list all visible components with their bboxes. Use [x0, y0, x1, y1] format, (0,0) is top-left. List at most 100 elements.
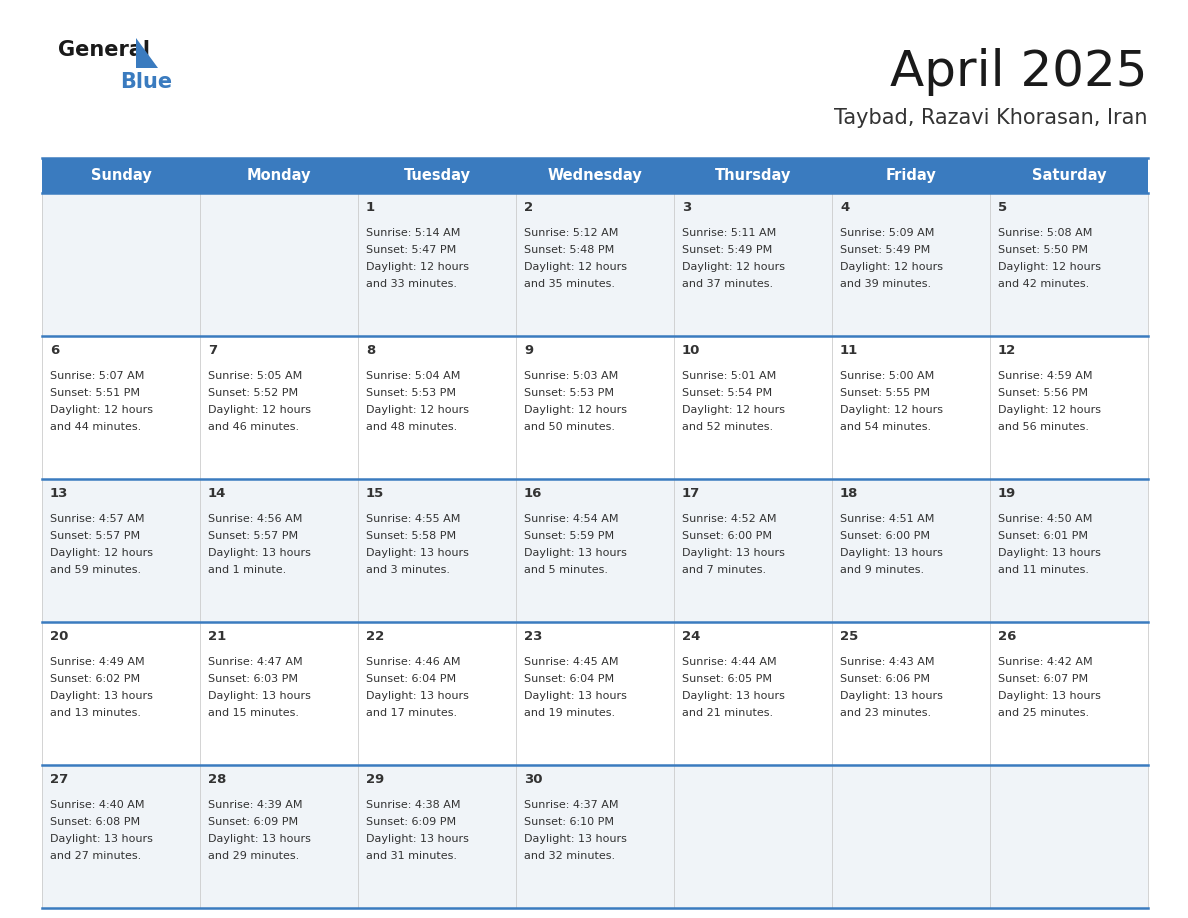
Text: and 29 minutes.: and 29 minutes.	[208, 851, 299, 861]
Text: and 15 minutes.: and 15 minutes.	[208, 708, 299, 718]
Text: Sunset: 5:58 PM: Sunset: 5:58 PM	[366, 532, 456, 542]
Text: Daylight: 12 hours: Daylight: 12 hours	[208, 405, 311, 415]
Text: April 2025: April 2025	[891, 48, 1148, 96]
Text: Sunrise: 5:01 AM: Sunrise: 5:01 AM	[682, 371, 776, 381]
Bar	[42, 479, 1148, 622]
Text: Sunset: 5:53 PM: Sunset: 5:53 PM	[524, 388, 614, 398]
Text: 11: 11	[840, 344, 858, 357]
Text: and 59 minutes.: and 59 minutes.	[50, 565, 141, 576]
Text: and 42 minutes.: and 42 minutes.	[998, 279, 1089, 289]
Text: Daylight: 12 hours: Daylight: 12 hours	[682, 405, 785, 415]
Text: Sunset: 5:54 PM: Sunset: 5:54 PM	[682, 388, 772, 398]
Text: and 11 minutes.: and 11 minutes.	[998, 565, 1089, 576]
Text: Sunrise: 4:52 AM: Sunrise: 4:52 AM	[682, 514, 777, 524]
Text: Sunrise: 4:37 AM: Sunrise: 4:37 AM	[524, 800, 619, 811]
Text: Sunrise: 4:56 AM: Sunrise: 4:56 AM	[208, 514, 303, 524]
Text: Sunrise: 4:43 AM: Sunrise: 4:43 AM	[840, 657, 935, 667]
Text: Daylight: 13 hours: Daylight: 13 hours	[682, 548, 785, 558]
Text: and 56 minutes.: and 56 minutes.	[998, 422, 1089, 432]
Text: Sunset: 6:08 PM: Sunset: 6:08 PM	[50, 817, 140, 827]
Text: Sunrise: 5:08 AM: Sunrise: 5:08 AM	[998, 229, 1093, 238]
Text: Blue: Blue	[120, 72, 172, 92]
Text: Daylight: 12 hours: Daylight: 12 hours	[50, 548, 153, 558]
Text: Daylight: 13 hours: Daylight: 13 hours	[208, 691, 311, 701]
Text: and 35 minutes.: and 35 minutes.	[524, 279, 615, 289]
Text: Daylight: 12 hours: Daylight: 12 hours	[682, 263, 785, 273]
Text: Sunrise: 4:39 AM: Sunrise: 4:39 AM	[208, 800, 303, 811]
Bar	[42, 622, 1148, 765]
Text: and 31 minutes.: and 31 minutes.	[366, 851, 457, 861]
Text: Daylight: 12 hours: Daylight: 12 hours	[840, 405, 943, 415]
Text: 21: 21	[208, 630, 226, 643]
Text: Sunset: 6:02 PM: Sunset: 6:02 PM	[50, 674, 140, 684]
Text: Sunset: 5:53 PM: Sunset: 5:53 PM	[366, 388, 456, 398]
Text: and 7 minutes.: and 7 minutes.	[682, 565, 766, 576]
Text: Sunrise: 4:45 AM: Sunrise: 4:45 AM	[524, 657, 619, 667]
Text: Daylight: 13 hours: Daylight: 13 hours	[366, 548, 469, 558]
Text: Sunrise: 5:07 AM: Sunrise: 5:07 AM	[50, 371, 145, 381]
Text: Daylight: 13 hours: Daylight: 13 hours	[208, 548, 311, 558]
Text: Sunrise: 4:51 AM: Sunrise: 4:51 AM	[840, 514, 935, 524]
Text: Sunset: 5:59 PM: Sunset: 5:59 PM	[524, 532, 614, 542]
Text: Sunrise: 4:47 AM: Sunrise: 4:47 AM	[208, 657, 303, 667]
Bar	[42, 765, 1148, 908]
Text: Sunrise: 4:59 AM: Sunrise: 4:59 AM	[998, 371, 1093, 381]
Text: 13: 13	[50, 487, 69, 500]
Text: Daylight: 13 hours: Daylight: 13 hours	[208, 834, 311, 845]
Text: 22: 22	[366, 630, 384, 643]
Text: 23: 23	[524, 630, 543, 643]
Text: Daylight: 13 hours: Daylight: 13 hours	[366, 691, 469, 701]
Text: Sunset: 6:04 PM: Sunset: 6:04 PM	[366, 674, 456, 684]
Text: 16: 16	[524, 487, 543, 500]
Text: Sunrise: 5:04 AM: Sunrise: 5:04 AM	[366, 371, 461, 381]
Text: 9: 9	[524, 344, 533, 357]
Text: and 39 minutes.: and 39 minutes.	[840, 279, 931, 289]
Text: Daylight: 12 hours: Daylight: 12 hours	[524, 405, 627, 415]
Text: Daylight: 13 hours: Daylight: 13 hours	[524, 691, 627, 701]
Text: Sunrise: 4:42 AM: Sunrise: 4:42 AM	[998, 657, 1093, 667]
Text: Sunrise: 4:38 AM: Sunrise: 4:38 AM	[366, 800, 461, 811]
Text: 18: 18	[840, 487, 859, 500]
Text: and 46 minutes.: and 46 minutes.	[208, 422, 299, 432]
Text: Sunrise: 5:09 AM: Sunrise: 5:09 AM	[840, 229, 935, 238]
Text: Sunrise: 4:44 AM: Sunrise: 4:44 AM	[682, 657, 777, 667]
Text: Sunset: 5:48 PM: Sunset: 5:48 PM	[524, 245, 614, 255]
Text: 2: 2	[524, 201, 533, 214]
Text: 12: 12	[998, 344, 1016, 357]
Text: 1: 1	[366, 201, 375, 214]
Text: Taybad, Razavi Khorasan, Iran: Taybad, Razavi Khorasan, Iran	[834, 108, 1148, 128]
Text: Wednesday: Wednesday	[548, 168, 643, 183]
Text: Daylight: 13 hours: Daylight: 13 hours	[840, 691, 943, 701]
Text: 29: 29	[366, 773, 384, 786]
Text: Sunrise: 4:57 AM: Sunrise: 4:57 AM	[50, 514, 145, 524]
Text: and 33 minutes.: and 33 minutes.	[366, 279, 457, 289]
Text: Daylight: 13 hours: Daylight: 13 hours	[50, 834, 153, 845]
Text: and 27 minutes.: and 27 minutes.	[50, 851, 141, 861]
Text: Sunset: 5:56 PM: Sunset: 5:56 PM	[998, 388, 1088, 398]
Text: Sunset: 5:51 PM: Sunset: 5:51 PM	[50, 388, 140, 398]
Text: and 13 minutes.: and 13 minutes.	[50, 708, 141, 718]
Text: 6: 6	[50, 344, 59, 357]
Bar	[42, 158, 1148, 193]
Text: Daylight: 12 hours: Daylight: 12 hours	[50, 405, 153, 415]
Text: and 3 minutes.: and 3 minutes.	[366, 565, 450, 576]
Text: 5: 5	[998, 201, 1007, 214]
Text: Sunset: 5:49 PM: Sunset: 5:49 PM	[682, 245, 772, 255]
Text: Sunset: 6:05 PM: Sunset: 6:05 PM	[682, 674, 772, 684]
Text: Thursday: Thursday	[715, 168, 791, 183]
Text: 24: 24	[682, 630, 701, 643]
Text: 30: 30	[524, 773, 543, 786]
Text: Daylight: 12 hours: Daylight: 12 hours	[998, 405, 1101, 415]
Text: Daylight: 13 hours: Daylight: 13 hours	[998, 548, 1101, 558]
Text: Daylight: 12 hours: Daylight: 12 hours	[366, 405, 469, 415]
Text: Daylight: 12 hours: Daylight: 12 hours	[998, 263, 1101, 273]
Text: Daylight: 13 hours: Daylight: 13 hours	[524, 834, 627, 845]
Text: 10: 10	[682, 344, 701, 357]
Text: Friday: Friday	[885, 168, 936, 183]
Text: Daylight: 13 hours: Daylight: 13 hours	[840, 548, 943, 558]
Text: Daylight: 12 hours: Daylight: 12 hours	[366, 263, 469, 273]
Text: Sunset: 6:01 PM: Sunset: 6:01 PM	[998, 532, 1088, 542]
Polygon shape	[135, 38, 158, 68]
Text: Sunrise: 4:50 AM: Sunrise: 4:50 AM	[998, 514, 1093, 524]
Text: and 54 minutes.: and 54 minutes.	[840, 422, 931, 432]
